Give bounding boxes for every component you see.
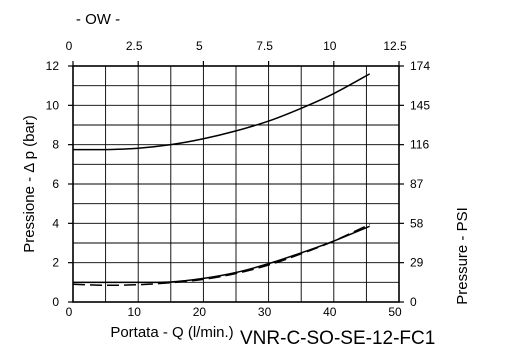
y2-axis-label: Pressure - PSI <box>454 207 471 305</box>
x-tick-label: 10 <box>128 305 142 319</box>
y2-tick-label: 0 <box>410 295 417 309</box>
y2-tick-label: 58 <box>410 216 424 230</box>
series-line-1 <box>72 73 371 151</box>
y2-tick-label: 29 <box>410 256 424 270</box>
tick-labels: 0 10 20 30 40 50 0 2.5 5 7.5 10 12.5 0 2 4 6 8 10 12 0 29 58 8… <box>46 39 431 319</box>
top-tick-label: 2.5 <box>126 39 143 53</box>
y2-tick-label: 116 <box>410 138 429 152</box>
y-tick-label: 8 <box>52 138 59 152</box>
model-code: VNR-C-SO-SE-12-FC1 <box>240 328 435 349</box>
series-line-2 <box>73 225 370 284</box>
top-tick-label: 7.5 <box>256 39 273 53</box>
series-group <box>72 73 371 287</box>
y-tick-label: 0 <box>52 295 59 309</box>
y-axis-label: Pressione - Δ p (bar) <box>21 115 38 253</box>
top-tick-label: 5 <box>196 39 203 53</box>
x-tick-label: 40 <box>323 305 337 319</box>
grid <box>73 66 399 302</box>
x-axis-label: Portata - Q (l/min.) <box>110 324 233 341</box>
top-tick-label: 12.5 <box>383 39 407 53</box>
x-tick-label: 30 <box>258 305 272 319</box>
series-line-3 <box>72 223 370 287</box>
y-tick-label: 6 <box>52 177 59 191</box>
x-tick-label: 50 <box>388 305 402 319</box>
top-tick-label: 10 <box>323 39 337 53</box>
y2-tick-label: 145 <box>410 98 430 112</box>
top-axis-label: - OW - <box>76 11 120 28</box>
x-tick-label: 0 <box>66 305 73 319</box>
y-tick-label: 2 <box>52 256 59 270</box>
y-tick-label: 12 <box>46 59 60 73</box>
y2-tick-label: 87 <box>410 177 424 191</box>
y-tick-label: 10 <box>46 98 60 112</box>
y2-tick-label: 174 <box>410 59 430 73</box>
x-tick-label: 20 <box>193 305 207 319</box>
top-tick-label: 0 <box>66 39 73 53</box>
y-tick-label: 4 <box>52 216 59 230</box>
